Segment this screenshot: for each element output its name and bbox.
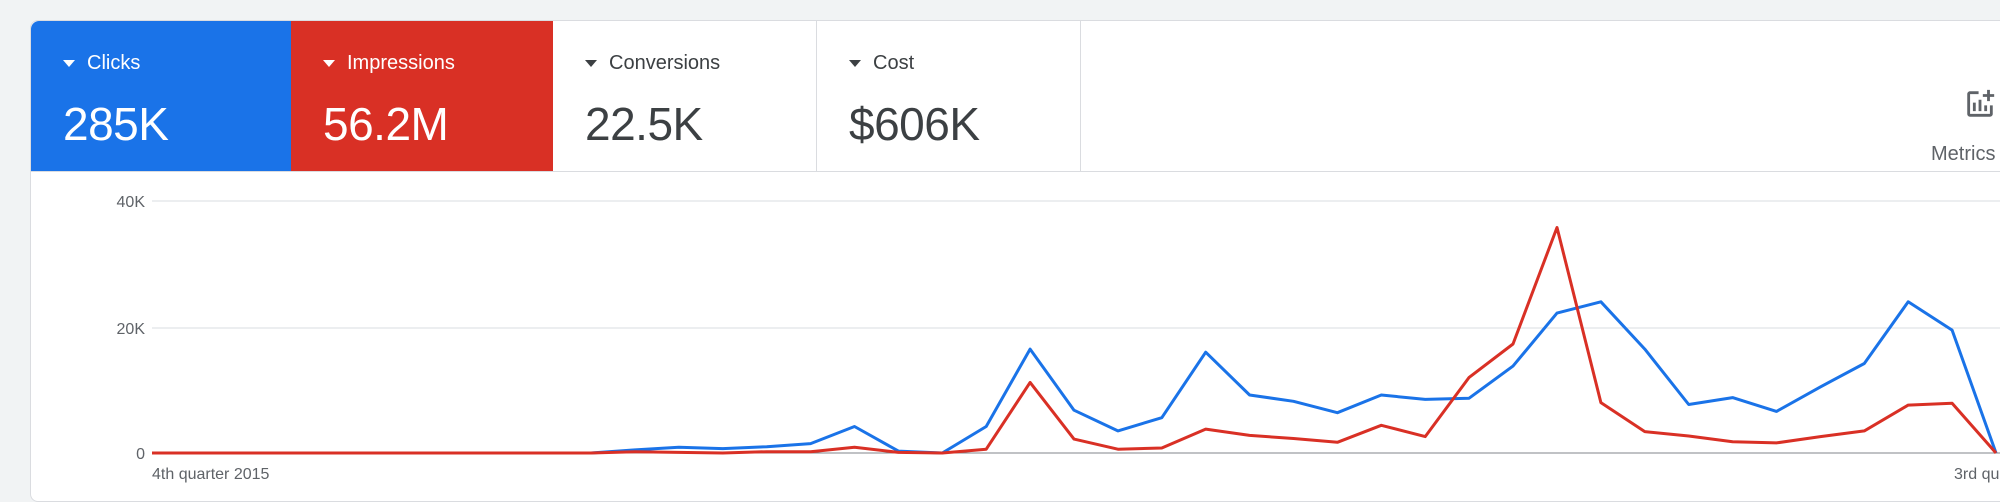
scorecard-header: Conversions	[585, 49, 816, 77]
y-tick-20k: 20K	[117, 321, 146, 338]
scorecard-label: Impressions	[347, 51, 455, 74]
x-tick-start: 4th quarter 2015	[152, 466, 270, 483]
scorecard-value: 285K	[63, 98, 169, 150]
scorecard-cost[interactable]: Cost $606K	[817, 21, 1081, 171]
scorecard-label: Clicks	[87, 51, 141, 74]
y-tick-0: 0	[136, 446, 145, 463]
scorecard-impressions[interactable]: Impressions 56.2M	[291, 21, 553, 171]
metrics-label: Metrics	[1931, 143, 1996, 165]
y-tick-40k: 40K	[117, 194, 146, 211]
dropdown-caret-icon[interactable]	[849, 59, 861, 67]
metrics-button[interactable]: Metrics	[1931, 61, 2000, 165]
scorecard-label: Conversions	[609, 51, 721, 74]
scorecard-row: Clicks 285K Impressions 56.2M Conversion…	[31, 21, 2000, 172]
series-line-clicks	[152, 300, 1998, 455]
scorecard-header: Clicks	[63, 49, 291, 77]
series-line-impressions	[152, 226, 1998, 455]
add-chart-icon	[1967, 89, 1995, 117]
dropdown-caret-icon[interactable]	[63, 59, 75, 67]
scorecard-label: Cost	[873, 51, 915, 74]
scorecard-header: Impressions	[323, 49, 553, 77]
dropdown-caret-icon[interactable]	[585, 59, 597, 67]
performance-card: Clicks 285K Impressions 56.2M Conversion…	[30, 20, 2000, 502]
scorecard-header: Cost	[849, 49, 1080, 77]
scorecard-clicks[interactable]: Clicks 285K	[31, 21, 291, 171]
dropdown-caret-icon[interactable]	[323, 59, 335, 67]
scorecard-value: 56.2M	[323, 98, 449, 150]
scorecard-value: $606K	[849, 98, 980, 150]
x-tick-end: 3rd qu	[1954, 466, 1999, 483]
scorecard-value: 22.5K	[585, 98, 703, 150]
scorecard-conversions[interactable]: Conversions 22.5K	[553, 21, 817, 171]
